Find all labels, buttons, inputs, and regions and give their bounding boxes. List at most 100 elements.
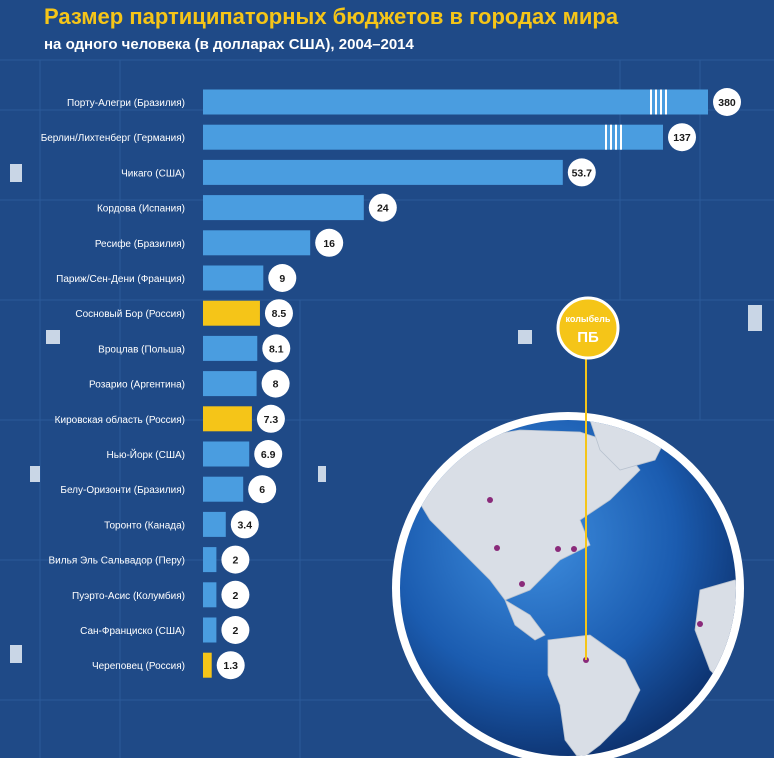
value-badge — [221, 616, 250, 644]
value-label: 2 — [232, 625, 238, 637]
value-badge — [264, 299, 293, 328]
window-icon — [318, 466, 326, 482]
axis-break-mark — [655, 89, 657, 115]
value-label: 8.1 — [269, 343, 284, 355]
callout-label-top: колыбель — [566, 314, 611, 324]
bar — [203, 582, 217, 608]
globe-marker — [487, 497, 493, 503]
bar — [203, 547, 217, 573]
value-badge — [254, 440, 283, 468]
value-label: 2 — [232, 590, 238, 602]
value-label: 16 — [323, 238, 335, 250]
bar — [203, 441, 250, 467]
chart-subtitle: на одного человека (в долларах США), 200… — [44, 36, 414, 53]
globe-marker — [697, 621, 703, 627]
value-badge — [256, 404, 285, 433]
value-badge — [713, 88, 741, 116]
bar — [203, 159, 563, 185]
category-label: Сосновый Бор (Россия) — [75, 309, 185, 320]
category-label: Сан-Франциско (США) — [80, 626, 185, 637]
value-badge — [230, 510, 259, 539]
category-label: Нью-Йорк (США) — [107, 448, 185, 461]
globe-marker — [555, 546, 561, 552]
category-label: Кировская область (Россия) — [55, 414, 185, 426]
value-label: 6 — [259, 484, 265, 496]
globe: колыбель ПБ — [392, 296, 744, 758]
axis-break-mark — [665, 89, 667, 115]
value-badge — [262, 334, 291, 363]
value-badge — [261, 369, 290, 398]
bar — [203, 265, 264, 291]
bar — [203, 511, 226, 537]
bar — [203, 371, 257, 397]
bar — [203, 652, 212, 678]
window-icon — [10, 645, 22, 663]
axis-break-mark — [650, 89, 652, 115]
value-badge — [216, 651, 245, 680]
bar — [203, 617, 217, 643]
continent-north-america — [414, 429, 641, 601]
bar — [203, 230, 311, 256]
value-label: 380 — [718, 97, 736, 109]
globe-marker — [519, 581, 525, 587]
value-label: 3.4 — [237, 519, 252, 531]
bar — [203, 124, 663, 150]
value-badge — [315, 228, 344, 257]
bars-layer: Порту-Алегри (Бразилия) 380 Берлин/Лихтенб… — [41, 88, 741, 680]
value-badge — [248, 475, 277, 504]
value-label: 7.3 — [264, 414, 279, 426]
value-label: 53.7 — [572, 167, 593, 179]
category-label: Торонто (Канада) — [104, 520, 185, 531]
value-badge — [268, 264, 297, 292]
callout-badge — [556, 296, 620, 360]
window-icon — [30, 466, 40, 482]
value-label: 137 — [673, 132, 691, 144]
bar — [203, 476, 244, 502]
category-label: Париж/Сен-Дени (Франция) — [56, 274, 185, 285]
window-icon — [10, 164, 22, 182]
globe-marker — [571, 546, 577, 552]
value-badge — [221, 580, 250, 609]
continent-africa — [694, 579, 736, 691]
window-icon — [518, 330, 532, 344]
bar — [203, 335, 258, 361]
window-icon — [748, 305, 762, 331]
bar — [203, 89, 708, 115]
axis-break-mark — [660, 89, 662, 115]
continent-central-america — [504, 599, 546, 641]
axis-break-mark — [610, 124, 612, 150]
window-icon — [46, 330, 60, 344]
axis-break-mark — [615, 124, 617, 150]
value-label: 1.3 — [223, 660, 238, 672]
continent-south-america — [547, 634, 641, 756]
bar — [203, 195, 364, 221]
value-badge — [368, 193, 397, 222]
axis-break-mark — [620, 124, 622, 150]
category-label: Белу-Оризонти (Бразилия) — [60, 485, 185, 496]
value-label: 8.5 — [272, 308, 287, 320]
category-label: Кордова (Испания) — [97, 204, 185, 215]
value-label: 24 — [377, 203, 389, 215]
category-label: Пуэрто-Асис (Колумбия) — [72, 590, 185, 602]
bar — [203, 300, 260, 326]
value-label: 8 — [273, 379, 279, 391]
value-label: 9 — [279, 273, 285, 285]
globe-marker — [494, 545, 500, 551]
value-label: 6.9 — [261, 449, 276, 461]
axis-break-mark — [605, 124, 607, 150]
category-label: Розарио (Аргентина) — [89, 380, 185, 391]
category-label: Вроцлав (Польша) — [98, 344, 185, 355]
category-label: Ресифе (Бразилия) — [95, 238, 185, 250]
category-label: Чикаго (США) — [121, 168, 185, 179]
value-label: 2 — [232, 555, 238, 567]
bar — [203, 406, 252, 432]
value-badge — [567, 158, 596, 187]
callout-label-main: ПБ — [577, 329, 599, 346]
value-badge — [221, 545, 250, 574]
category-label: Череповец (Россия) — [92, 661, 185, 672]
category-label: Берлин/Лихтенберг (Германия) — [41, 132, 185, 144]
value-badge — [668, 123, 696, 152]
category-label: Порту-Алегри (Бразилия) — [67, 98, 185, 109]
chart-title: Размер партиципаторных бюджетов в города… — [44, 4, 619, 29]
